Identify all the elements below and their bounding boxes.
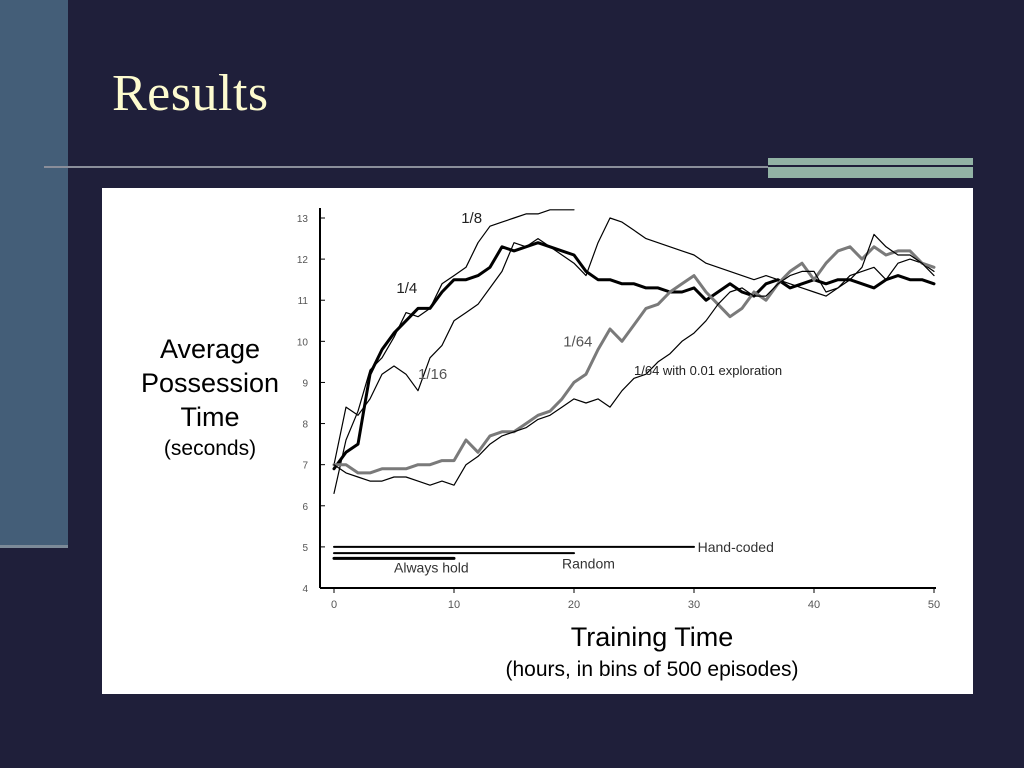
annotation-label-1-64: 1/64	[563, 333, 592, 350]
annotation-label-random: Random	[562, 555, 615, 571]
y-axis-title: Average Possession Time	[140, 334, 280, 432]
x-axis-unit: (hours, in bins of 500 episodes)	[505, 658, 799, 681]
annotation-label-1-64-with-0-01-exploration: 1/64 with 0.01 exploration	[634, 363, 782, 378]
annotation-label-1-8: 1/8	[461, 210, 482, 227]
series-line-1-4	[333, 209, 575, 494]
y-tick-label: 13	[297, 214, 309, 225]
y-tick-label: 10	[297, 337, 309, 348]
y-tick-label: 8	[302, 420, 308, 431]
annotation-label-hand-coded: Hand-coded	[698, 539, 774, 555]
y-axis-unit: (seconds)	[163, 437, 257, 460]
y-tick-label: 11	[298, 296, 309, 307]
line-chart: 4 5 6 7 8 9 10 11 12 13 0 10 20 30 40 50 1/4 1/8 1/16 1/64…	[297, 208, 940, 611]
annotation-label-1-16: 1/16	[418, 366, 447, 383]
annotation-label-always-hold: Always hold	[394, 559, 469, 575]
title-divider-accent	[768, 158, 973, 178]
x-tick-label: 30	[688, 599, 700, 611]
x-tick-label: 40	[808, 599, 820, 611]
series-line-1-64	[332, 245, 936, 475]
x-axis-title: Training Time	[570, 622, 734, 652]
y-tick-label: 12	[297, 255, 309, 266]
x-tick-label: 0	[331, 599, 337, 611]
y-tick-label: 6	[302, 502, 308, 513]
y-axis-label: Average Possession Time (seconds)	[120, 332, 300, 464]
chart-series-layer	[332, 209, 936, 560]
x-tick-label: 50	[928, 599, 940, 611]
x-axis-label: Training Time (hours, in bins of 500 epi…	[432, 620, 872, 686]
annotation-label-1-4: 1/4	[396, 280, 417, 297]
x-tick-label: 10	[448, 599, 460, 611]
side-accent-bar-edge	[0, 545, 68, 548]
slide-title: Results	[112, 65, 269, 122]
y-tick-label: 5	[302, 543, 308, 554]
chart-axes: 4 5 6 7 8 9 10 11 12 13 0 10 20 30 40 50	[297, 208, 940, 611]
y-tick-label: 4	[302, 584, 308, 595]
y-tick-label: 7	[302, 461, 308, 472]
y-tick-label: 9	[302, 378, 308, 389]
chart-panel: 4 5 6 7 8 9 10 11 12 13 0 10 20 30 40 50 1/4 1/8 1/16 1/64…	[102, 188, 973, 694]
series-line-1-64-with-0-01-exploration	[333, 233, 935, 486]
x-tick-label: 20	[568, 599, 580, 611]
side-accent-bar	[0, 0, 68, 545]
series-line-1-16	[333, 217, 935, 466]
series-line-1-8	[332, 241, 936, 471]
chart-annotation-layer: 1/4 1/8 1/16 1/64 1/64 with 0.01 exploration…	[394, 210, 782, 575]
title-divider	[44, 166, 972, 168]
